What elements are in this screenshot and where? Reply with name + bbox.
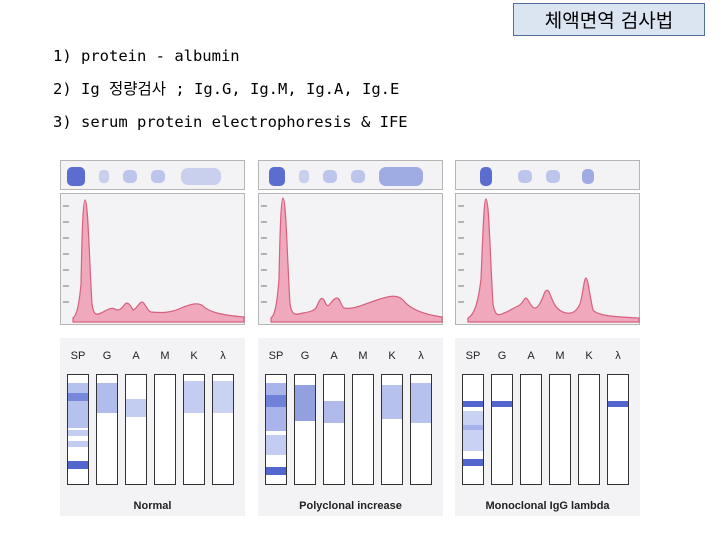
lane-lambda bbox=[607, 374, 629, 485]
lane-k bbox=[381, 374, 403, 485]
lane-m bbox=[154, 374, 176, 485]
lane-label-a: A bbox=[330, 350, 338, 362]
lane-label-g: G bbox=[497, 350, 507, 362]
bullet-item: 1) protein - albumin bbox=[53, 47, 240, 65]
lane-a bbox=[520, 374, 542, 485]
panel-caption: Normal bbox=[133, 500, 172, 512]
lane-label-k: K bbox=[190, 350, 198, 362]
lane-label-g: G bbox=[300, 350, 310, 362]
lane-m bbox=[352, 374, 374, 485]
panel-caption: Monoclonal IgG lambda bbox=[485, 500, 610, 512]
panel-caption: Polyclonal increase bbox=[299, 500, 402, 512]
lane-label-lambda: λ bbox=[615, 350, 621, 362]
lane-a bbox=[125, 374, 147, 485]
lane-label-k: K bbox=[388, 350, 396, 362]
lane-g bbox=[491, 374, 513, 485]
lane-k bbox=[578, 374, 600, 485]
electrophoresis-gel-strip bbox=[258, 160, 443, 190]
lane-sp bbox=[67, 374, 89, 485]
densitometry-graph bbox=[258, 193, 443, 325]
lane-label-g: G bbox=[102, 350, 112, 362]
lane-g bbox=[294, 374, 316, 485]
bullet-item: 2) Ig 정량검사 ; Ig.G, Ig.M, Ig.A, Ig.E bbox=[53, 80, 400, 98]
lane-sp bbox=[265, 374, 287, 485]
lane-g bbox=[96, 374, 118, 485]
lane-label-lambda: λ bbox=[220, 350, 226, 362]
bullet-item: 3) serum protein electrophoresis & IFE bbox=[53, 113, 408, 131]
lane-label-m: M bbox=[555, 350, 565, 362]
lane-lambda bbox=[212, 374, 234, 485]
densitometry-graph bbox=[455, 193, 640, 325]
lane-m bbox=[549, 374, 571, 485]
densitometry-curve bbox=[270, 197, 443, 323]
lane-lambda bbox=[410, 374, 432, 485]
lane-label-a: A bbox=[132, 350, 140, 362]
lane-a bbox=[323, 374, 345, 485]
electrophoresis-panel-monoclonal: SP G A M K λ Monoclonal IgG lambda bbox=[455, 160, 640, 516]
bullet-list: 1) protein - albumin 2) Ig 정량검사 ; Ig.G, … bbox=[53, 40, 408, 139]
lane-label-lambda: λ bbox=[418, 350, 424, 362]
electrophoresis-panel-normal: SP G A M K λ Normal bbox=[60, 160, 245, 516]
electrophoresis-panel-polyclonal: SP G A M K λ Polyclonal increase bbox=[258, 160, 443, 516]
lane-k bbox=[183, 374, 205, 485]
electrophoresis-gel-strip bbox=[455, 160, 640, 190]
electrophoresis-gel-strip bbox=[60, 160, 245, 190]
immunofixation-panel: SP G A M K λ Monoclonal IgG lambda bbox=[455, 338, 640, 516]
lane-label-k: K bbox=[585, 350, 593, 362]
immunofixation-panel: SP G A M K λ Normal bbox=[60, 338, 245, 516]
lane-label-sp: SP bbox=[268, 350, 284, 362]
immunofixation-panel: SP G A M K λ Polyclonal increase bbox=[258, 338, 443, 516]
lane-label-a: A bbox=[527, 350, 535, 362]
lane-label-m: M bbox=[160, 350, 170, 362]
lane-label-m: M bbox=[358, 350, 368, 362]
lane-label-sp: SP bbox=[465, 350, 481, 362]
densitometry-curve bbox=[467, 198, 640, 323]
lane-sp bbox=[462, 374, 484, 485]
densitometry-graph bbox=[60, 193, 245, 325]
slide-title: 체액면역 검사법 bbox=[513, 3, 705, 36]
lane-label-sp: SP bbox=[70, 350, 86, 362]
densitometry-curve bbox=[72, 199, 245, 323]
